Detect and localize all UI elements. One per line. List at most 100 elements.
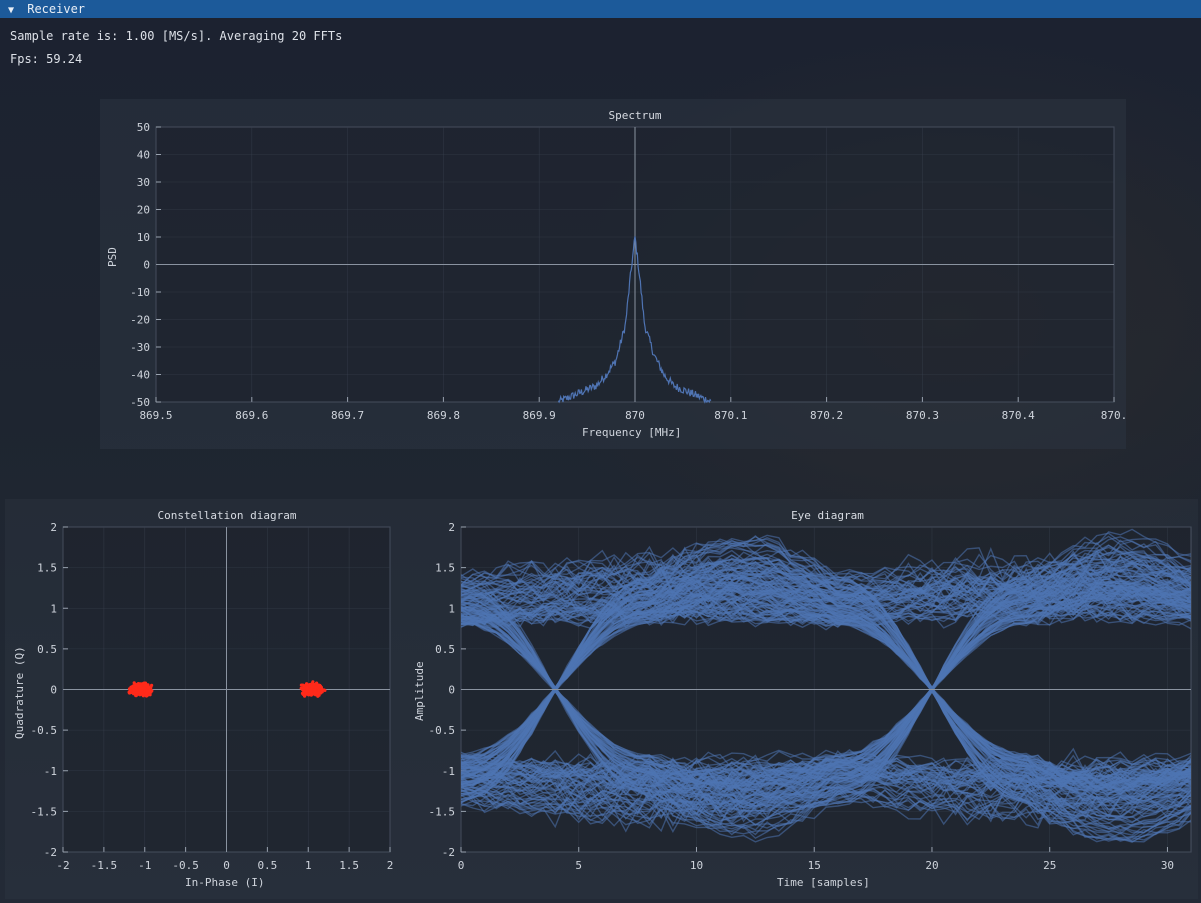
constellation-xlabel: In-Phase (I)	[185, 876, 265, 889]
spectrum-y-tick-label: -30	[130, 341, 150, 354]
spectrum-xlabel: Frequency [MHz]	[582, 426, 682, 439]
spectrum-x-tick-label: 870.4	[1002, 409, 1035, 422]
constellation-point	[140, 692, 144, 696]
eye-y-tick-label: 2	[448, 521, 455, 534]
eye-trace	[461, 597, 1191, 792]
eye-trace	[461, 583, 1191, 798]
collapse-arrow-icon[interactable]: ▼	[8, 5, 15, 16]
constellation-point	[320, 690, 324, 694]
constellation-point	[316, 691, 320, 695]
constellation-x-tick-label: -2	[56, 859, 69, 872]
eye-y-tick-label: 1.5	[435, 562, 455, 575]
eye-trace	[461, 550, 1191, 815]
spectrum-y-tick-label: -10	[130, 286, 150, 299]
fps-text: Fps: 59.24	[10, 52, 83, 66]
eye-trace	[461, 570, 1191, 812]
eye-y-tick-label: -1.5	[429, 805, 456, 818]
constellation-y-tick-label: -2	[44, 846, 57, 859]
spectrum-canvas[interactable]: 869.5 869.6 869.7 869.8 869.9 870 870.1 870.2 87…	[100, 99, 1126, 449]
spectrum-y-tick-label: 40	[137, 149, 150, 162]
eye-trace	[461, 547, 1191, 587]
constellation-y-tick-label: -0.5	[31, 724, 58, 737]
eye-x-tick-label: 20	[925, 859, 938, 872]
eye-x-tick-label: 15	[808, 859, 821, 872]
eye-x-tick-label: 0	[458, 859, 465, 872]
constellation-point	[323, 688, 327, 692]
spectrum-x-tick-label: 870.	[1101, 409, 1126, 422]
eye-x-tick-label: 30	[1161, 859, 1174, 872]
eye-canvas[interactable]: 0 5 10 15 20 25 30 2 1.5 1 0.5 0 -0.5 -1 -1.5 -2	[405, 499, 1200, 899]
spectrum-x-tick-label: 870.1	[714, 409, 747, 422]
spectrum-x-tick-label: 869.8	[427, 409, 460, 422]
constellation-y-tick-label: 2	[50, 521, 57, 534]
constellation-x-tick-label: 1	[305, 859, 312, 872]
constellation-point	[315, 681, 319, 685]
constellation-title: Constellation diagram	[157, 509, 297, 522]
eye-trace	[461, 588, 1191, 830]
eye-trace	[461, 601, 1191, 794]
eye-trace	[461, 535, 1191, 833]
constellation-point	[314, 685, 318, 689]
window-title: Receiver	[27, 2, 86, 16]
constellation-point	[149, 688, 153, 692]
constellation-y-tick-label: 0.5	[37, 643, 57, 656]
spectrum-y-tick-label: 30	[137, 176, 150, 189]
constellation-point	[128, 687, 132, 691]
constellation-point	[132, 688, 136, 693]
spectrum-x-tick-label: 870.3	[906, 409, 939, 422]
sample-rate-text: Sample rate is: 1.00 [MS/s]. Averaging 2…	[10, 29, 343, 43]
eye-trace	[461, 763, 1191, 794]
constellation-point	[148, 693, 152, 697]
eye-trace	[461, 546, 1191, 814]
constellation-y-tick-label: 1	[50, 602, 57, 615]
constellation-point	[145, 689, 149, 693]
constellation-point	[305, 685, 309, 689]
eye-x-tick-label: 5	[575, 859, 582, 872]
eye-y-tick-label: 1	[448, 602, 455, 615]
eye-y-tick-label: 0	[448, 684, 455, 697]
constellation-canvas[interactable]: -2 -1.5 -1 -0.5 0 0.5 1 1.5 2 2 1.5 1 0.5 0 -0.5 -1 -1.5…	[5, 499, 425, 899]
eye-traces	[461, 528, 1191, 843]
eye-y-tick-label: -1	[442, 765, 455, 778]
window-titlebar[interactable]: ▼ Receiver	[0, 0, 1201, 18]
spectrum-psd-trace	[557, 236, 712, 404]
eye-xlabel: Time [samples]	[777, 876, 870, 889]
constellation-plot[interactable]: Constellation diagram In-Phase (I) Quadr…	[5, 499, 425, 899]
spectrum-title: Spectrum	[608, 109, 662, 122]
eye-trace	[461, 542, 1191, 796]
constellation-point	[138, 689, 143, 693]
lower-panel	[5, 499, 1198, 899]
eye-x-tick-label: 25	[1043, 859, 1056, 872]
spectrum-y-tick-label: 0	[143, 259, 150, 272]
spectrum-y-tick-label: 50	[137, 121, 150, 134]
spectrum-x-tick-label: 869.7	[331, 409, 364, 422]
constellation-x-tick-label: -1.5	[91, 859, 118, 872]
constellation-x-tick-label: -0.5	[172, 859, 199, 872]
constellation-x-tick-label: 0.5	[257, 859, 277, 872]
constellation-point	[302, 689, 306, 693]
eye-trace	[461, 589, 1191, 802]
eye-trace	[461, 770, 1191, 799]
spectrum-plot[interactable]: Spectrum Frequency [MHz] PSD 869.5 869.6 8…	[100, 99, 1126, 449]
eye-trace	[461, 581, 1191, 613]
spectrum-x-tick-label: 870	[625, 409, 645, 422]
eye-trace	[461, 585, 1191, 835]
constellation-point	[146, 686, 150, 690]
eye-trace	[461, 598, 1191, 775]
eye-trace	[461, 559, 1191, 802]
constellation-y-tick-label: 0	[50, 684, 57, 697]
eye-y-tick-label: -2	[442, 846, 455, 859]
eye-trace	[461, 595, 1191, 771]
eye-trace	[461, 615, 1191, 791]
constellation-point	[319, 685, 323, 689]
constellation-point	[299, 683, 303, 687]
constellation-x-tick-label: 2	[387, 859, 394, 872]
constellation-point	[304, 692, 308, 696]
eye-trace	[461, 756, 1191, 784]
constellation-point	[309, 690, 313, 694]
constellation-point	[139, 685, 143, 689]
constellation-x-tick-label: -1	[138, 859, 151, 872]
constellation-y-tick-label: -1.5	[31, 805, 58, 818]
constellation-point	[299, 686, 303, 690]
